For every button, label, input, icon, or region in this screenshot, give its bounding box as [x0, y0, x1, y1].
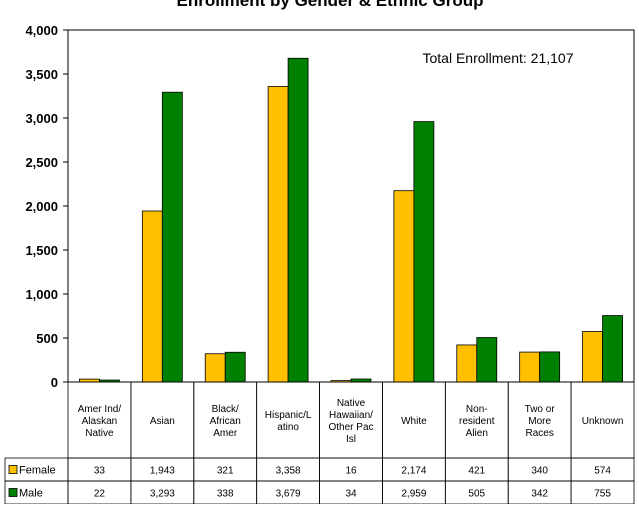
y-tick-label: 0	[51, 375, 58, 390]
bar-male	[413, 121, 435, 383]
y-tick-label: 2,500	[25, 155, 58, 170]
legend-swatch-female	[8, 465, 18, 474]
data-value: 338	[217, 489, 234, 500]
bar-male	[539, 351, 561, 383]
data-value: 321	[217, 466, 234, 477]
y-tick-label: 2,000	[25, 199, 58, 214]
category-label: atino	[277, 422, 299, 433]
category-label: Races	[525, 428, 553, 439]
data-value: 3,358	[276, 466, 301, 477]
bar-male	[224, 351, 246, 383]
legend-label-male: Male	[19, 488, 43, 500]
bar-male	[287, 57, 309, 383]
total-enrollment-annotation: Total Enrollment: 21,107	[423, 50, 574, 66]
category-label: Hawaiian/	[329, 410, 373, 421]
y-tick-label: 4,000	[25, 23, 58, 38]
bar-female	[141, 210, 163, 383]
y-tick-label: 1,500	[25, 243, 58, 258]
category-label: Alaskan	[82, 416, 118, 427]
data-value: 16	[345, 466, 357, 477]
category-label: Asian	[150, 416, 175, 427]
bar-male	[161, 91, 183, 383]
data-value: 2,959	[401, 489, 426, 500]
y-tick-label: 500	[36, 331, 58, 346]
data-value: 2,174	[401, 466, 426, 477]
data-value: 3,679	[276, 489, 301, 500]
data-value: 505	[468, 489, 485, 500]
bar-male	[350, 378, 372, 383]
data-value: 33	[94, 466, 106, 477]
data-value: 574	[594, 466, 611, 477]
category-label: Hispanic/L	[265, 410, 312, 421]
category-label: White	[401, 416, 427, 427]
data-value: 3,293	[150, 489, 175, 500]
category-label: Amer Ind/	[78, 404, 122, 415]
bar-female	[582, 331, 603, 383]
bar-female	[519, 351, 541, 383]
data-value: 34	[345, 489, 357, 500]
bar-male	[476, 337, 498, 383]
y-tick-label: 3,500	[25, 67, 58, 82]
category-label: Unknown	[582, 416, 624, 427]
bar-female	[393, 190, 415, 383]
data-value: 1,943	[150, 466, 175, 477]
y-tick-label: 1,000	[25, 287, 58, 302]
category-label: More	[528, 416, 551, 427]
category-label: Amer	[213, 428, 238, 439]
category-label: Native	[337, 398, 366, 409]
bar-female	[79, 378, 100, 383]
category-label: Black/	[212, 404, 239, 415]
annotation-box	[392, 41, 604, 73]
legend-swatch-male	[8, 488, 18, 497]
chart-title: Enrollment by Gender & Ethnic Group	[177, 0, 484, 10]
data-value: 421	[468, 466, 485, 477]
category-label: Other Pac	[328, 422, 373, 433]
category-label: resident	[459, 416, 495, 427]
category-label: Alien	[466, 428, 488, 439]
data-value: 340	[531, 466, 548, 477]
data-value: 22	[94, 489, 106, 500]
category-label: Two or	[525, 404, 556, 415]
bar-female	[204, 353, 226, 383]
y-tick-label: 3,000	[25, 111, 58, 126]
data-value: 755	[594, 489, 611, 500]
category-label: Non-	[466, 404, 488, 415]
legend-label-female: Female	[19, 465, 56, 477]
data-value: 342	[531, 489, 548, 500]
category-label: Isl	[346, 434, 356, 445]
category-label: Native	[85, 428, 114, 439]
category-label: African	[210, 416, 241, 427]
bar-female	[456, 344, 478, 383]
bar-female	[267, 86, 289, 383]
bar-male	[602, 315, 623, 383]
